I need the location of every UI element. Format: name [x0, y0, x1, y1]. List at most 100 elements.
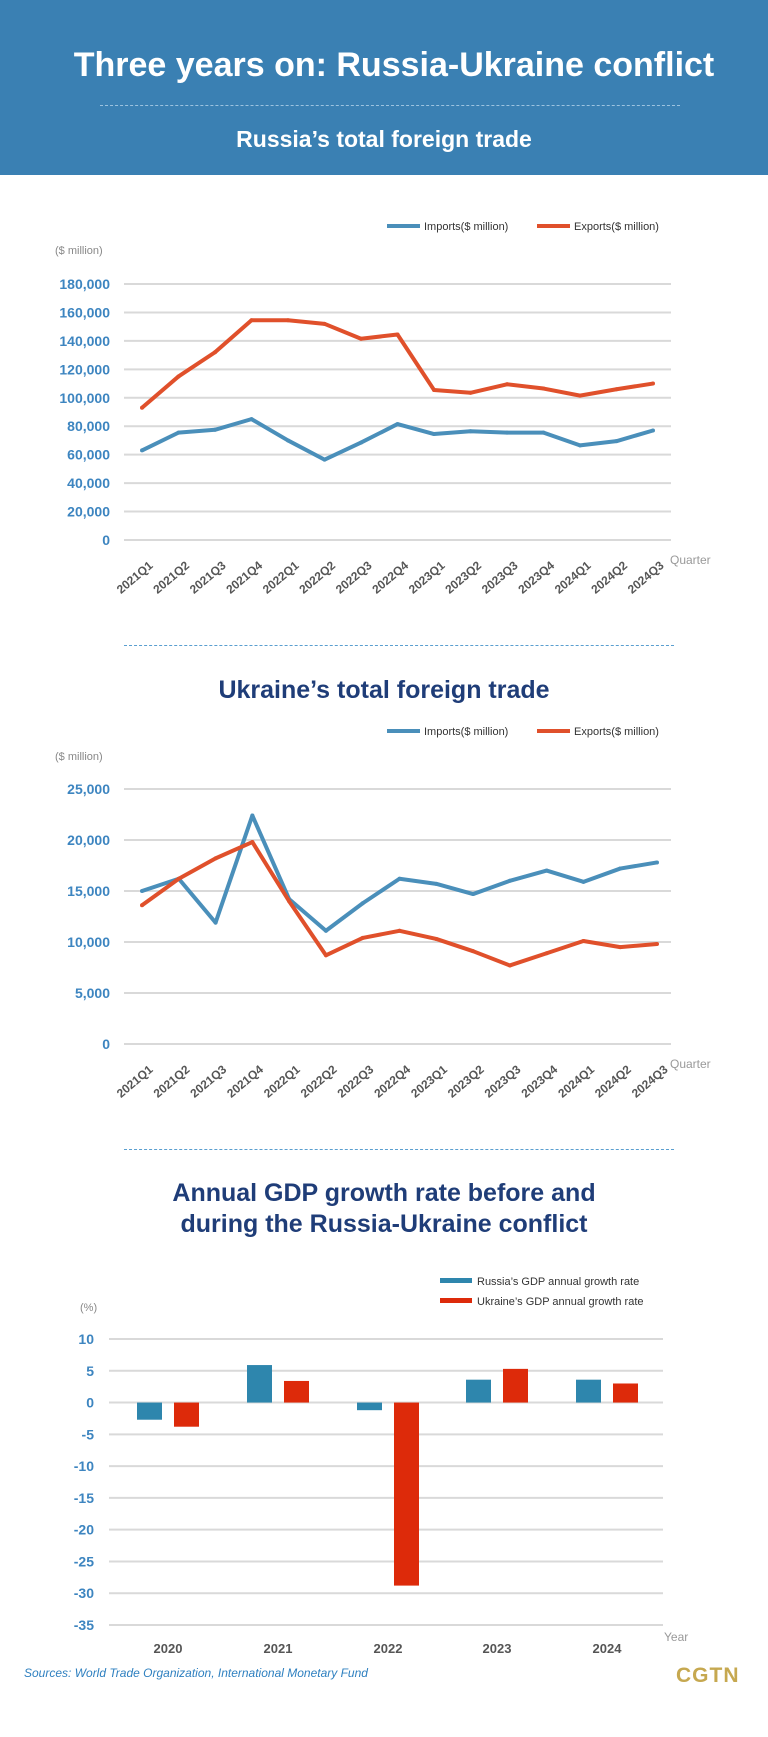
data-point — [359, 336, 363, 341]
gdp-title-line-2: during the Russia-Ukraine conflict — [180, 1210, 588, 1238]
data-point — [397, 876, 402, 881]
y-tick-label: 20,000 — [67, 832, 110, 848]
x-tick-label: 2022Q3 — [333, 558, 375, 596]
x-tick-label: 2022 — [374, 1641, 403, 1656]
y-tick-label: 10,000 — [67, 934, 110, 950]
x-tick-label: 2023Q4 — [515, 558, 557, 596]
data-point — [397, 928, 402, 933]
data-point — [432, 432, 436, 437]
data-point — [581, 879, 586, 884]
cgtn-logo: CGTN — [676, 1664, 740, 1687]
x-tick-label: 2023Q2 — [445, 1062, 487, 1100]
x-tick-label: 2023 — [483, 1641, 512, 1656]
data-point — [323, 928, 328, 933]
russia-chart-title: Russia’s total foreign trade — [236, 126, 532, 152]
x-tick-label: 2021Q3 — [187, 1062, 229, 1100]
y-tick-label: 5,000 — [75, 985, 110, 1001]
data-point — [250, 840, 255, 845]
y-tick-label: -25 — [74, 1553, 94, 1569]
data-point — [434, 936, 439, 941]
x-tick-label: 2022Q2 — [298, 1062, 340, 1100]
ukraine-gdp-bar — [284, 1380, 309, 1403]
header-divider — [100, 105, 680, 106]
ukraine-gdp-bar — [613, 1383, 638, 1403]
x-tick-label: 2021Q2 — [150, 558, 192, 596]
y-tick-label: 40,000 — [67, 475, 110, 491]
y-tick-label: 180,000 — [59, 276, 110, 292]
russia-gdp-bar — [357, 1402, 382, 1411]
data-point — [505, 430, 509, 435]
data-point — [249, 417, 254, 422]
x-tick-label: 2023Q3 — [482, 1062, 524, 1100]
x-tick-label: 2024Q2 — [588, 558, 630, 596]
data-point — [322, 321, 327, 326]
y-tick-label: -15 — [74, 1490, 94, 1506]
data-point — [618, 945, 623, 950]
data-point — [614, 387, 619, 392]
x-tick-label: 2024Q3 — [625, 558, 667, 596]
data-point — [655, 942, 659, 947]
x-tick-label: 2022Q4 — [369, 558, 411, 596]
data-point — [434, 881, 439, 886]
data-point — [249, 318, 254, 323]
data-point — [505, 382, 509, 387]
x-tick-label: 2022Q1 — [261, 1062, 303, 1100]
x-tick-label: 2023Q1 — [408, 1062, 450, 1100]
legend-swatch — [440, 1298, 472, 1303]
y-tick-label: 160,000 — [59, 304, 110, 320]
data-point — [140, 889, 144, 893]
x-axis-label: Quarter — [670, 1057, 711, 1071]
data-point — [507, 878, 512, 883]
x-tick-label: 2023Q2 — [442, 558, 484, 596]
data-point — [213, 920, 218, 925]
y-tick-label: 0 — [102, 532, 110, 548]
x-tick-label: 2021Q4 — [223, 558, 265, 596]
russia-gdp-bar — [137, 1402, 162, 1420]
legend-label: Ukraine’s GDP annual growth rate — [477, 1296, 644, 1308]
data-point — [140, 405, 144, 410]
data-point — [614, 439, 619, 444]
y-axis-unit: ($ million) — [55, 751, 103, 763]
data-point — [544, 868, 549, 873]
data-point — [618, 866, 623, 871]
x-tick-label: 2021Q3 — [187, 558, 229, 596]
header-band: Three years on: Russia-Ukraine conflict … — [0, 0, 768, 175]
x-tick-label: 2024 — [593, 1641, 623, 1656]
data-point — [176, 876, 181, 881]
page-title: Three years on: Russia-Ukraine conflict — [73, 46, 715, 84]
x-axis-label: Year — [664, 1630, 688, 1644]
data-point — [468, 390, 473, 395]
legend-swatch — [440, 1278, 472, 1283]
data-point — [578, 393, 582, 398]
x-tick-label: 2021Q1 — [114, 1062, 156, 1100]
x-tick-label: 2022Q3 — [335, 1062, 377, 1100]
data-point — [655, 860, 659, 865]
section-divider — [124, 1149, 674, 1150]
sources-note: Sources: World Trade Organization, Inter… — [24, 1666, 368, 1680]
data-point — [322, 457, 327, 462]
data-point — [507, 963, 512, 968]
x-tick-label: 2022Q2 — [296, 558, 338, 596]
y-tick-label: -5 — [82, 1426, 95, 1442]
ukraine-gdp-bar — [174, 1402, 199, 1427]
x-tick-label: 2021Q1 — [114, 558, 156, 596]
russia-gdp-bar — [247, 1365, 272, 1403]
y-tick-label: 140,000 — [59, 333, 110, 349]
data-point — [213, 427, 217, 432]
x-tick-label: 2023Q3 — [479, 558, 521, 596]
russia-gdp-bar — [576, 1379, 601, 1403]
imports-line — [141, 813, 658, 933]
x-tick-label: 2023Q4 — [519, 1062, 561, 1100]
y-tick-label: -10 — [74, 1458, 94, 1474]
y-tick-label: -20 — [74, 1522, 94, 1538]
data-point — [651, 381, 655, 386]
y-tick-label: 10 — [78, 1331, 94, 1347]
gdp-chart-title: Annual GDP growth rate before and during… — [0, 1178, 768, 1240]
x-tick-label: 2022Q4 — [371, 1062, 413, 1100]
gdp-growth-chart: -35 -30 -25 -20 -15 -10 -5 0 5 10 (%) Year 2020 2021 2… — [74, 1276, 688, 1656]
ukraine-gdp-bar — [394, 1402, 419, 1586]
data-point — [213, 350, 217, 355]
data-point — [250, 813, 255, 818]
legend-label: Russia’s GDP annual growth rate — [477, 1276, 639, 1288]
